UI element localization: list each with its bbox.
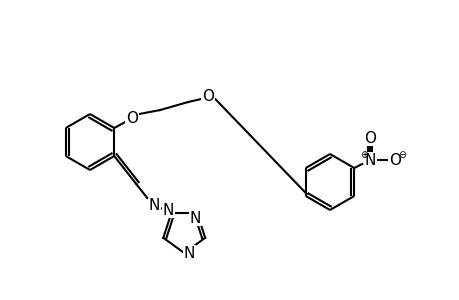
Text: N: N — [148, 199, 160, 214]
Text: N: N — [183, 245, 195, 260]
Text: O: O — [126, 110, 138, 125]
Text: ⊕: ⊕ — [359, 150, 368, 160]
Text: N: N — [364, 152, 375, 167]
Text: N: N — [162, 203, 174, 218]
Text: N: N — [189, 211, 201, 226]
Text: ⊖: ⊖ — [397, 150, 405, 160]
Text: O: O — [202, 88, 214, 104]
Text: O: O — [388, 152, 400, 167]
Text: O: O — [364, 130, 375, 146]
